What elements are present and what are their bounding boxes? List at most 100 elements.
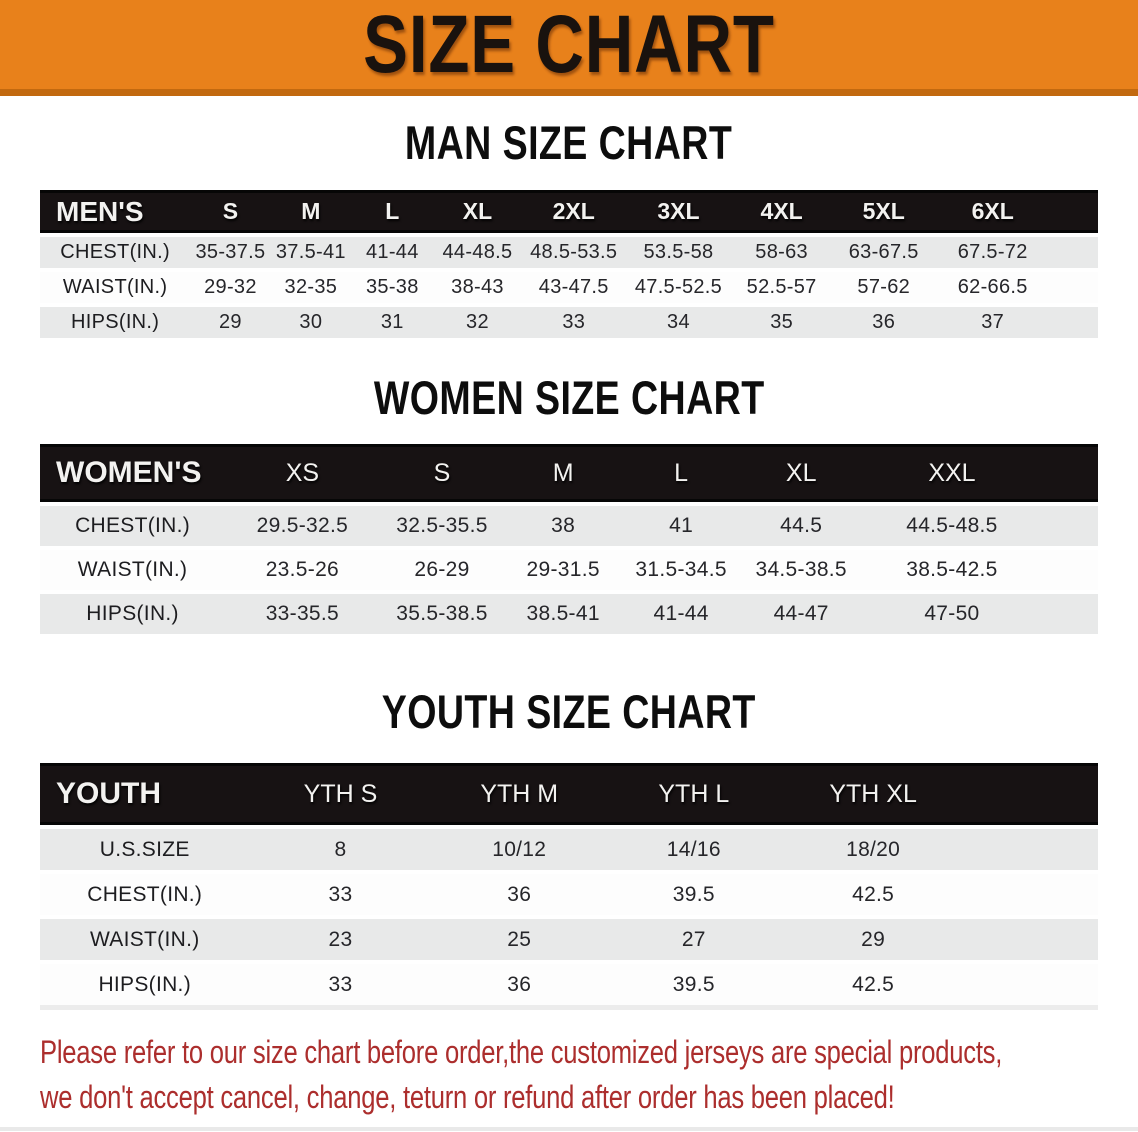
cell-value: 37.5-41 (270, 233, 352, 268)
cell-value: 39.5 (607, 870, 781, 915)
section-heading-text: YOUTH SIZE CHART (381, 685, 757, 738)
cell-value: 29-31.5 (504, 546, 622, 590)
cell-value: 62-66.5 (935, 268, 1051, 303)
row-label: CHEST(IN.) (40, 870, 250, 915)
cell-value: 27 (607, 915, 781, 960)
cell-value: 35-37.5 (190, 233, 271, 268)
cell-value: 36 (832, 303, 936, 338)
table-header-row: MEN'S S M L XL 2XL 3XL 4XL 5XL 6XL (40, 190, 1098, 233)
section-heading: WOMEN SIZE CHART (0, 372, 1138, 424)
cell-value: 44-47 (740, 590, 863, 634)
cell-value: 29 (190, 303, 271, 338)
section-heading-text: WOMEN SIZE CHART (373, 371, 765, 424)
cell-value: 14/16 (607, 825, 781, 870)
row-label: HIPS(IN.) (40, 960, 250, 1005)
disclaimer-line-2: we don't accept cancel, change, teturn o… (40, 1079, 895, 1115)
row-filler (965, 960, 1098, 1005)
cell-value: 18/20 (780, 825, 966, 870)
section-heading: YOUTH SIZE CHART (0, 686, 1138, 738)
row-label: WAIST(IN.) (40, 546, 226, 590)
header-filler (1050, 190, 1098, 233)
cell-value: 31.5-34.5 (621, 546, 741, 590)
cell-value: 32.5-35.5 (379, 502, 505, 546)
cell-value: 8 (249, 825, 432, 870)
row-label: HIPS(IN.) (40, 303, 191, 338)
table-header-label: MEN'S (40, 190, 191, 233)
cell-value: 33 (521, 303, 627, 338)
column-header: YTH L (607, 763, 781, 825)
cell-value: 42.5 (780, 960, 966, 1005)
column-header: S (379, 444, 505, 502)
cell-value: 35.5-38.5 (379, 590, 505, 634)
cell-value: 38.5-42.5 (862, 546, 1042, 590)
table-row: WAIST(IN.) 29-32 32-35 35-38 38-43 43-47.5 47.… (40, 268, 1098, 303)
row-filler (1050, 233, 1098, 268)
cell-value: 37 (935, 303, 1051, 338)
cell-value: 33 (249, 960, 432, 1005)
row-label: CHEST(IN.) (40, 502, 226, 546)
row-label: CHEST(IN.) (40, 233, 191, 268)
cell-value: 47-50 (862, 590, 1042, 634)
column-header: YTH M (431, 763, 608, 825)
table-row: U.S.SIZE 8 10/12 14/16 18/20 (40, 825, 1098, 870)
cell-value: 57-62 (832, 268, 936, 303)
banner-title: SIZE CHART (363, 0, 775, 90)
column-header: XXL (862, 444, 1042, 502)
row-label: WAIST(IN.) (40, 915, 250, 960)
cell-value: 47.5-52.5 (626, 268, 731, 303)
cell-value: 35 (730, 303, 833, 338)
bottom-edge-artifact (0, 1127, 1138, 1131)
column-header: 4XL (730, 190, 833, 233)
section-heading-text: MAN SIZE CHART (405, 116, 733, 169)
row-label: HIPS(IN.) (40, 590, 226, 634)
cell-value: 63-67.5 (832, 233, 936, 268)
table-header-row: WOMEN'S XS S M L XL XXL (40, 444, 1098, 502)
table-row: CHEST(IN.) 29.5-32.5 32.5-35.5 38 41 44.5 44.5… (40, 502, 1098, 546)
banner: SIZE CHART (0, 0, 1138, 96)
men-s-size-table: MEN'S S M L XL 2XL 3XL 4XL 5XL 6XL CHEST(IN.) 35-37… (40, 190, 1098, 338)
column-header: L (351, 190, 434, 233)
cell-value: 29.5-32.5 (225, 502, 380, 546)
cell-value: 32 (433, 303, 522, 338)
row-filler (1050, 303, 1098, 338)
row-filler (1041, 502, 1098, 546)
column-header: S (190, 190, 271, 233)
row-filler (965, 825, 1098, 870)
cell-value: 44.5-48.5 (862, 502, 1042, 546)
cell-value: 44.5 (740, 502, 863, 546)
cell-value: 38-43 (433, 268, 522, 303)
cell-value: 36 (431, 960, 608, 1005)
row-label: WAIST(IN.) (40, 268, 191, 303)
section-youth-size-chart: YOUTH SIZE CHART YOUTH YTH S YTH M YTH L YTH … (0, 686, 1138, 1010)
table-header-row: YOUTH YTH S YTH M YTH L YTH XL (40, 763, 1098, 825)
column-header: XL (433, 190, 522, 233)
women-s-size-table: WOMEN'S XS S M L XL XXL CHEST(IN.) 29.5-32.5 32.5… (40, 444, 1098, 634)
disclaimer-line-1: Please refer to our size chart before or… (40, 1034, 1003, 1070)
section-heading: MAN SIZE CHART (0, 117, 1138, 169)
section-man-size-chart: MAN SIZE CHART MEN'S S M L XL 2XL 3XL 4XL 5XL 6XL C… (0, 117, 1138, 338)
cell-value: 44-48.5 (433, 233, 522, 268)
table-row: HIPS(IN.) 33 36 39.5 42.5 (40, 960, 1098, 1005)
cell-value: 23.5-26 (225, 546, 380, 590)
cell-value: 41-44 (351, 233, 434, 268)
cell-value: 10/12 (431, 825, 608, 870)
cell-value: 32-35 (270, 268, 352, 303)
cell-value: 38 (504, 502, 622, 546)
cell-value: 26-29 (379, 546, 505, 590)
column-header: M (504, 444, 622, 502)
cell-value: 53.5-58 (626, 233, 731, 268)
cell-value: 38.5-41 (504, 590, 622, 634)
column-header: 5XL (832, 190, 936, 233)
header-filler (1041, 444, 1098, 502)
column-header: M (270, 190, 352, 233)
table-row: CHEST(IN.) 33 36 39.5 42.5 (40, 870, 1098, 915)
cell-value: 31 (351, 303, 434, 338)
table-row: WAIST(IN.) 23 25 27 29 (40, 915, 1098, 960)
youth-size-table: YOUTH YTH S YTH M YTH L YTH XL U.S.SIZE 8 10/12… (40, 763, 1098, 1010)
disclaimer: Please refer to our size chart before or… (40, 1030, 1138, 1120)
sections-container: MAN SIZE CHART MEN'S S M L XL 2XL 3XL 4XL 5XL 6XL C… (0, 117, 1138, 1010)
table-row: CHEST(IN.) 35-37.5 37.5-41 41-44 44-48.5 48.5… (40, 233, 1098, 268)
cell-value: 35-38 (351, 268, 434, 303)
column-header: YTH XL (780, 763, 966, 825)
